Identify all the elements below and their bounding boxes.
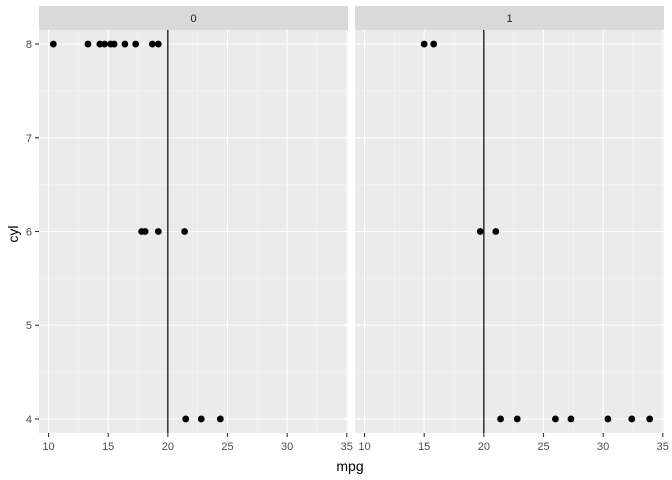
x-axis-title: mpg [336,458,363,474]
data-point [552,415,559,423]
y-axis-title: cyl [5,225,21,242]
data-point [121,40,129,48]
data-point [182,415,190,423]
data-point [628,415,636,423]
data-point [567,415,575,423]
data-point [513,415,521,423]
data-point [141,228,149,235]
x-tick-label: 30 [597,441,609,453]
data-point [154,40,162,48]
x-tick-label: 10 [358,441,370,453]
panels-layer: 0 10 15 20 25 30 35 1 10 15 20 25 30 35 [39,6,669,453]
y-tick-label: 7 [26,133,32,145]
data-point [492,228,500,235]
x-tick-label: 25 [537,441,549,453]
x-tick-label: 20 [478,441,490,453]
data-point [132,40,140,48]
data-point [96,40,104,48]
data-point [181,228,188,235]
y-tick-label: 5 [26,320,32,332]
panel-1: 1 10 15 20 25 30 35 [355,6,669,453]
y-axis: 4 5 6 7 8 [26,39,39,426]
facet-strip-label: 1 [506,13,512,25]
x-tick-label: 20 [162,441,174,453]
x-tick-label: 15 [102,441,114,453]
x-tick-label: 30 [281,441,293,453]
y-tick-label: 8 [26,39,32,51]
facet-strip-label: 0 [190,13,196,25]
panel-0: 0 10 15 20 25 30 35 [39,6,353,453]
x-tick-label: 15 [418,441,430,453]
y-tick-label: 4 [26,414,32,426]
data-point [154,228,162,235]
data-point [216,415,224,423]
data-point [84,40,92,48]
data-point [604,415,612,423]
data-point [110,40,118,48]
x-tick-label: 35 [341,441,353,453]
data-point [101,40,109,48]
data-point [476,228,484,235]
data-point [420,40,428,48]
x-tick-label: 35 [657,441,669,453]
data-point [497,415,504,423]
data-point [148,40,156,48]
data-point [430,40,438,48]
data-point [646,415,654,423]
data-point [197,415,205,423]
y-tick-label: 6 [26,227,32,239]
facet-strip [355,6,664,30]
x-tick-label: 25 [221,441,233,453]
facet-strip [39,6,348,30]
data-point [49,40,57,48]
x-tick-label: 10 [42,441,54,453]
